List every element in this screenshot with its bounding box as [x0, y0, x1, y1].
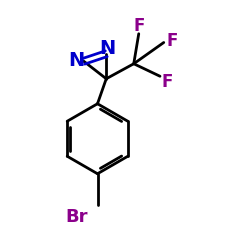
Text: F: F — [133, 17, 144, 35]
Text: Br: Br — [65, 208, 88, 226]
Text: N: N — [100, 39, 116, 58]
Text: N: N — [68, 50, 84, 70]
Text: F: F — [162, 73, 173, 91]
Text: F: F — [166, 32, 177, 50]
